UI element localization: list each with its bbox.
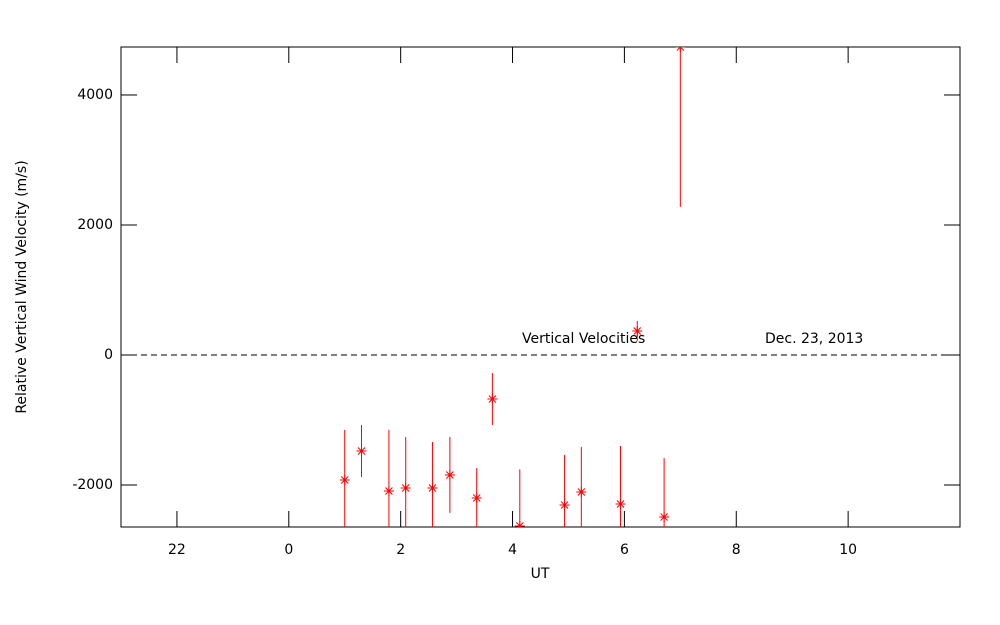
marker [615,498,626,509]
x-tick-label: 6 [620,542,629,558]
marker [339,475,350,486]
y-tick-label: 2000 [77,217,113,233]
y-tick-label: -2000 [72,477,113,493]
marker [632,326,643,337]
y-axis-label: Relative Vertical Wind Velocity (m/s) [14,160,30,413]
x-tick-label: 22 [168,542,186,558]
y-tick-label: 4000 [77,87,113,103]
x-tick-label: 8 [732,542,741,558]
y-tick-label: 0 [104,347,113,363]
marker [471,493,482,504]
x-tick-label: 2 [396,542,405,558]
x-tick-label: 0 [284,542,293,558]
marker [400,482,411,493]
marker [356,446,367,457]
plot-frame [120,46,961,528]
x-tick-label: 4 [508,542,517,558]
x-axis-label: UT [531,566,550,582]
marker [487,394,498,405]
marker [427,482,438,493]
annotation: Dec. 23, 2013 [765,331,863,347]
x-tick-label: 10 [839,542,857,558]
marker [383,485,394,496]
plot-area [339,47,686,527]
annotation: Vertical Velocities [522,331,645,347]
marker [444,469,455,480]
marker [559,500,570,511]
marker [576,487,587,498]
marker [675,47,686,52]
marker [514,520,525,527]
marker [659,511,670,522]
